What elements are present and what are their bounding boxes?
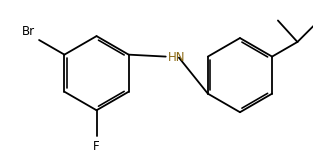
Text: F: F: [93, 140, 100, 153]
Text: Br: Br: [22, 25, 35, 38]
Text: HN: HN: [168, 51, 185, 64]
